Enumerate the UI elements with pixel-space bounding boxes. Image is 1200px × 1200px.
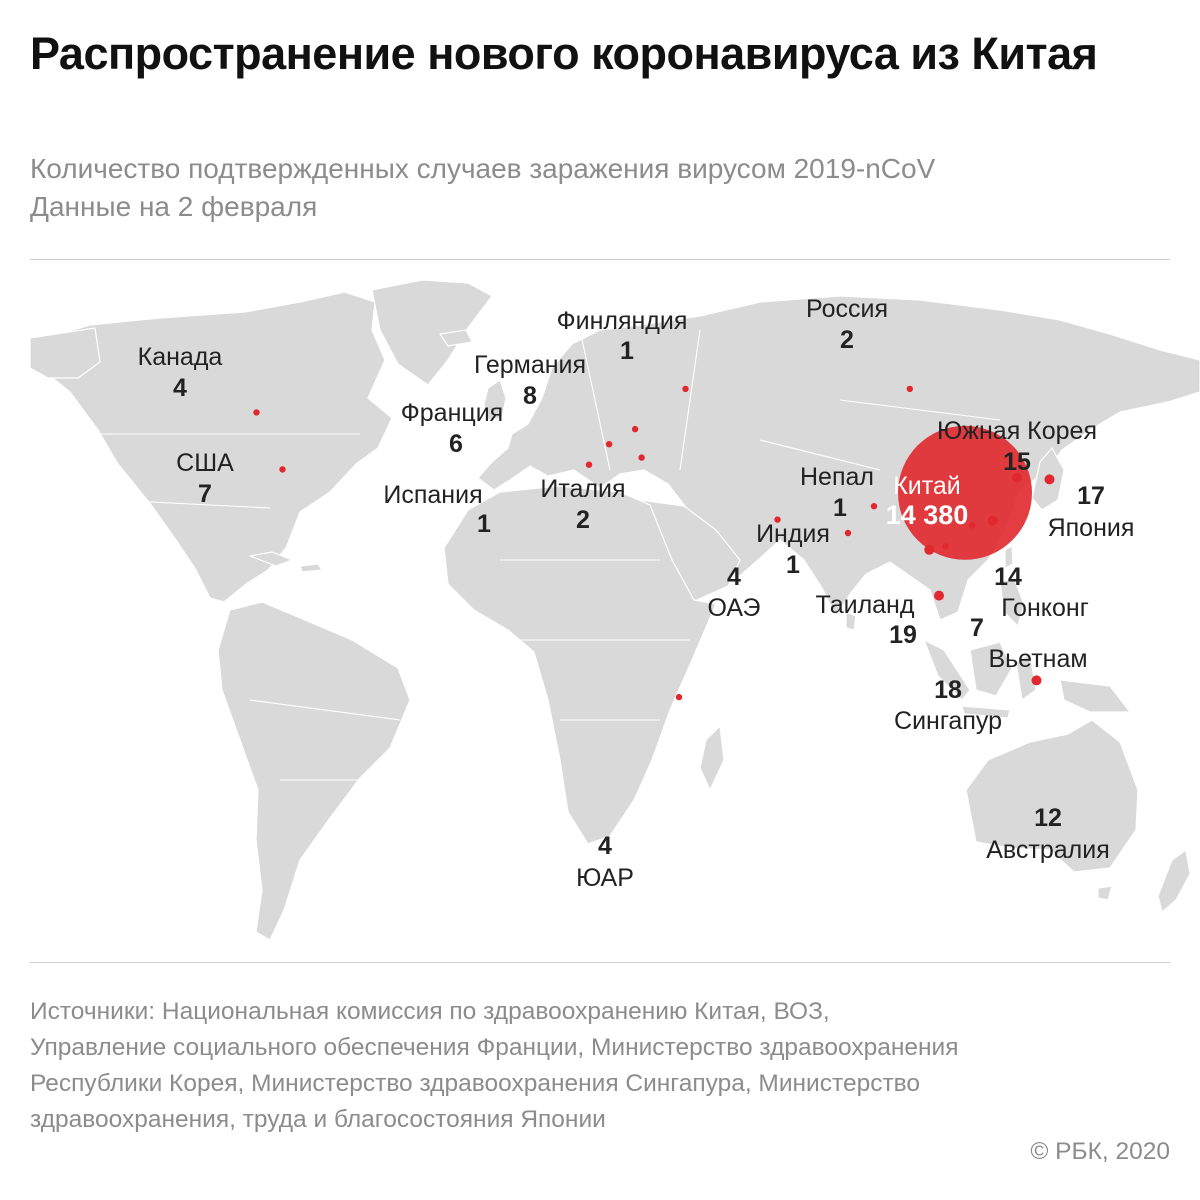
case-count-label: 15 xyxy=(1003,448,1031,476)
case-marker xyxy=(253,409,260,416)
country-name-label: Китай xyxy=(893,472,961,500)
case-markers xyxy=(253,385,1055,701)
case-count-label: 4 xyxy=(598,832,612,860)
landmass-uk xyxy=(483,379,507,421)
case-count-label: 6 xyxy=(449,430,463,458)
country-borders xyxy=(60,329,1001,781)
case-count-label: 7 xyxy=(970,614,984,642)
landmass-madagascar xyxy=(699,725,725,791)
landmass-taiwan xyxy=(1004,545,1014,569)
landmass-sumatra xyxy=(923,639,971,701)
case-marker xyxy=(942,543,949,550)
case-marker xyxy=(675,693,683,701)
case-marker-5 xyxy=(987,515,998,526)
country-name-label: Австралия xyxy=(986,836,1110,864)
landmass-alaska xyxy=(29,327,101,379)
case-marker xyxy=(870,503,878,510)
case-marker xyxy=(279,466,286,473)
case-marker xyxy=(844,529,852,537)
case-marker xyxy=(774,516,781,523)
case-count-label: 4 xyxy=(727,563,741,591)
landmass-africa xyxy=(443,485,717,845)
country-name-label: ЮАР xyxy=(576,864,634,892)
case-marker xyxy=(631,425,639,433)
country-name-label: Канада xyxy=(138,343,223,371)
case-marker xyxy=(898,425,1032,560)
case-count-label: 12 xyxy=(1034,804,1062,832)
subtitle-description: Количество подтвержденных случаев зараже… xyxy=(30,153,936,184)
landmass-java xyxy=(961,705,1011,719)
bottom-divider xyxy=(30,962,1170,963)
country-name-label: Сингапур xyxy=(894,707,1002,735)
country-name-label: ОАЭ xyxy=(708,594,761,622)
case-marker xyxy=(934,590,944,601)
landmass-south-america xyxy=(217,601,411,940)
page-title: Распространение нового коронавируса из К… xyxy=(30,28,1098,79)
landmass-sulawesi xyxy=(1015,653,1037,701)
case-marker xyxy=(1012,472,1022,483)
country-name-label: Индия xyxy=(756,520,830,548)
land-masses xyxy=(29,280,1200,940)
case-marker xyxy=(638,454,645,461)
country-name-label: Россия xyxy=(806,295,888,323)
case-marker xyxy=(906,385,913,393)
case-count-label: 1 xyxy=(786,551,800,579)
case-count-label: 1 xyxy=(833,494,847,522)
country-name-label: Вьетнам xyxy=(988,645,1087,673)
country-name-label: Непал xyxy=(800,463,874,491)
landmass-australia xyxy=(965,719,1139,873)
landmass-tasmania xyxy=(1097,885,1113,901)
subtitle-date: Данные на 2 февраля xyxy=(30,191,318,222)
landmass-iceland xyxy=(439,329,473,347)
landmass-philippines xyxy=(999,577,1025,627)
country-name-label: Таиланд xyxy=(816,591,915,619)
case-count-label: 1 xyxy=(477,510,491,538)
case-count-label: 18 xyxy=(934,676,962,704)
landmass-new-guinea xyxy=(1059,679,1131,713)
country-name-label: Южная Корея xyxy=(937,417,1097,445)
case-marker xyxy=(924,544,935,555)
country-name-label: Испания xyxy=(383,481,482,509)
landmass-caribbean xyxy=(249,551,323,573)
case-count-label: 19 xyxy=(889,621,917,649)
case-count-label: 8 xyxy=(523,382,537,410)
case-marker xyxy=(1044,474,1055,485)
case-count-label: 2 xyxy=(840,326,854,354)
country-name-label: Япония xyxy=(1048,514,1135,542)
landmass-sri-lanka xyxy=(845,611,857,631)
case-marker xyxy=(605,441,613,448)
country-name-label: Франция xyxy=(401,399,503,427)
case-count-label: 14 xyxy=(994,563,1022,591)
case-count-label: 7 xyxy=(198,480,212,508)
case-count-label: 14 380 xyxy=(886,500,969,530)
copyright: © РБК, 2020 xyxy=(1030,1138,1170,1165)
country-name-label: Германия xyxy=(474,351,586,379)
country-name-label: Гонконг xyxy=(1001,594,1089,622)
case-count-label: 4 xyxy=(173,374,187,402)
case-marker xyxy=(1031,675,1042,686)
landmass-borneo xyxy=(969,641,1013,697)
landmass-north-america xyxy=(29,291,393,603)
country-name-label: США xyxy=(176,449,234,477)
case-count-label: 2 xyxy=(576,506,590,534)
landmass-new-zealand xyxy=(1157,849,1191,913)
country-name-label: Финляндия xyxy=(557,307,688,335)
top-divider xyxy=(30,259,1170,260)
sources-text: Источники: Национальная комиссия по здра… xyxy=(30,998,959,1133)
case-marker xyxy=(969,522,976,529)
case-marker xyxy=(585,461,593,468)
case-count-label: 17 xyxy=(1077,482,1105,510)
case-marker xyxy=(682,385,689,393)
page-subtitle: Количество подтвержденных случаев зараже… xyxy=(30,150,1170,226)
landmass-eurasia xyxy=(477,295,1200,621)
case-count-label: 1 xyxy=(620,337,634,365)
country-name-label: Италия xyxy=(540,475,625,503)
